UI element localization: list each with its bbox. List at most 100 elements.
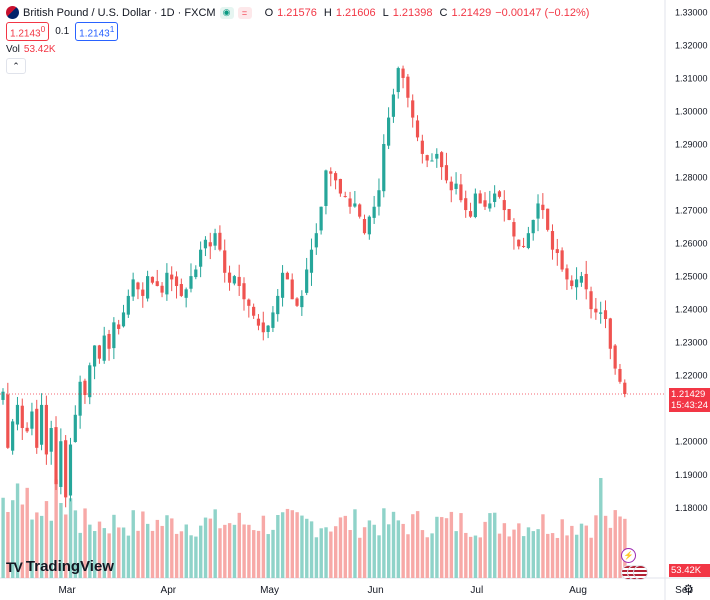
volume-bar bbox=[256, 530, 261, 578]
y-tick-label: 1.30000 bbox=[675, 106, 708, 116]
volume-bar bbox=[488, 513, 492, 578]
candle-body bbox=[415, 120, 420, 138]
volume-bar bbox=[174, 533, 179, 578]
event-bolt-icon[interactable]: ⚡ bbox=[621, 548, 636, 563]
us-flag-icon[interactable] bbox=[633, 565, 648, 580]
volume-bar bbox=[353, 509, 357, 578]
symbol-title[interactable]: British Pound / U.S. Dollar · 1D · FXCM bbox=[23, 6, 216, 19]
volume-bar bbox=[280, 512, 285, 578]
candle-body bbox=[531, 219, 535, 234]
candle-body bbox=[141, 289, 145, 296]
equal-icon[interactable]: = bbox=[237, 6, 252, 19]
candle-body bbox=[83, 380, 87, 395]
volume-axis-label: 53.42K bbox=[669, 564, 710, 577]
volume-bar bbox=[565, 535, 569, 578]
candle-body bbox=[599, 312, 603, 314]
candle-body bbox=[541, 204, 545, 211]
candle-body bbox=[35, 408, 39, 448]
candle-body bbox=[256, 318, 261, 326]
gear-icon[interactable]: ⚙ bbox=[683, 582, 694, 596]
candle-body bbox=[329, 171, 333, 174]
volume-bar bbox=[6, 512, 10, 578]
y-tick-label: 1.20000 bbox=[675, 437, 708, 447]
bar-countdown: 15:43:24 bbox=[671, 400, 708, 412]
candle-body bbox=[160, 285, 164, 293]
volume-bar bbox=[449, 511, 454, 578]
candle-body bbox=[146, 276, 150, 299]
low-key: L bbox=[382, 6, 389, 19]
candle-body bbox=[107, 333, 111, 349]
volume-bar bbox=[377, 535, 381, 578]
volume-bar bbox=[54, 479, 58, 578]
volume-bar bbox=[150, 530, 155, 578]
volume-bar bbox=[338, 517, 343, 578]
collapse-legend-button[interactable]: ⌃ bbox=[6, 58, 26, 74]
candle-body bbox=[517, 239, 521, 247]
volume-bar bbox=[59, 503, 63, 578]
volume-bar bbox=[136, 530, 140, 578]
candle-body bbox=[565, 268, 569, 280]
candle-body bbox=[391, 94, 396, 117]
logo-text: TradingView bbox=[25, 558, 114, 575]
candle-body bbox=[261, 322, 265, 333]
volume-bar bbox=[295, 512, 299, 578]
volume-bar bbox=[146, 523, 150, 578]
volume-bar bbox=[507, 536, 511, 578]
volume-bar bbox=[517, 523, 521, 578]
candle-body bbox=[73, 414, 77, 443]
volume-bar bbox=[208, 518, 213, 578]
candle-body bbox=[285, 272, 289, 280]
candle-body bbox=[483, 200, 487, 207]
candle-body bbox=[502, 200, 506, 211]
last-price-value: 1.21429 bbox=[671, 389, 706, 401]
tradingview-logo[interactable]: TV TradingView bbox=[6, 558, 114, 575]
volume-bar bbox=[218, 528, 222, 578]
volume-bar bbox=[406, 534, 410, 578]
candle-body bbox=[78, 381, 82, 416]
volume-bar bbox=[401, 523, 405, 578]
candle-body bbox=[155, 281, 159, 287]
volume-value: 53.42K bbox=[23, 44, 56, 55]
close-key: C bbox=[439, 6, 448, 19]
sell-button[interactable]: 1.21430 bbox=[6, 22, 50, 42]
candle-body bbox=[377, 190, 381, 207]
candle-body bbox=[44, 404, 48, 455]
candle-body bbox=[117, 324, 121, 329]
volume-bar bbox=[199, 525, 203, 578]
candle-body bbox=[594, 308, 598, 313]
candle-body bbox=[11, 421, 15, 451]
volume-bar bbox=[584, 525, 589, 578]
y-tick-label: 1.33000 bbox=[675, 7, 708, 17]
volume-bar bbox=[387, 524, 391, 578]
candle-body bbox=[526, 233, 530, 249]
spread-value: 0.1 bbox=[55, 26, 70, 38]
volume-bar bbox=[521, 536, 526, 578]
volume-bar bbox=[358, 537, 362, 578]
buy-price-sup: 1 bbox=[109, 24, 115, 34]
buy-price: 1.2143 bbox=[79, 28, 110, 40]
volume-bar bbox=[546, 533, 550, 578]
y-tick-label: 1.18000 bbox=[675, 503, 708, 513]
x-tick-label: Sep bbox=[675, 585, 693, 596]
candle-body bbox=[92, 345, 97, 367]
candle-body bbox=[15, 404, 20, 425]
candle-body bbox=[266, 325, 270, 332]
candle-body bbox=[362, 218, 367, 234]
candle-body bbox=[280, 272, 285, 298]
volume-bar bbox=[242, 524, 246, 578]
candle-body bbox=[555, 249, 559, 253]
buy-button[interactable]: 1.21431 bbox=[75, 22, 119, 42]
candle-body bbox=[319, 206, 323, 231]
volume-bar bbox=[493, 512, 497, 578]
volume-bar bbox=[184, 524, 188, 578]
volume-bar bbox=[20, 504, 25, 578]
eye-icon[interactable]: ◉ bbox=[219, 6, 234, 19]
candle-body bbox=[488, 203, 492, 209]
volume-bar bbox=[468, 536, 473, 578]
volume-bar bbox=[324, 527, 328, 578]
candle-body bbox=[309, 249, 314, 273]
volume-bar bbox=[88, 524, 92, 578]
volume-bar bbox=[247, 524, 251, 578]
volume-bar bbox=[372, 524, 376, 578]
